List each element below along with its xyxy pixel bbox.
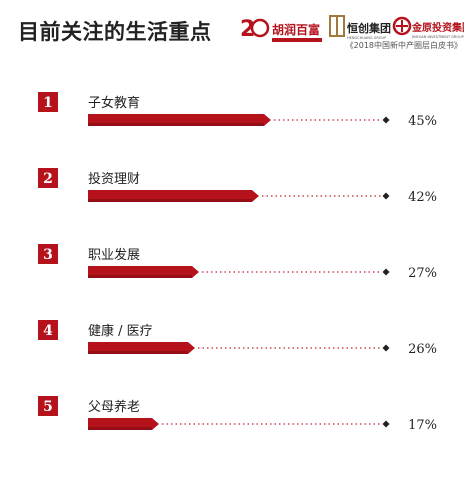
sponsor-note: 《2018中国新中产圈层白皮书》 (345, 41, 462, 50)
diamond-marker (382, 268, 390, 276)
jinyuan-logo-text: 金原投资集团 (411, 21, 464, 34)
category-label: 健康 / 医疗 (88, 323, 153, 339)
diamond-marker (382, 420, 390, 428)
rank-number: 2 (43, 171, 53, 187)
jinyuan-logo: 金原投资集团 JINYUAN INVESTMENT GROUP (392, 16, 464, 39)
bar-shadow (88, 199, 252, 202)
value-label: 42% (408, 190, 437, 205)
diamond-marker (382, 192, 390, 200)
jinyuan-logo-sub: JINYUAN INVESTMENT GROUP (411, 35, 464, 39)
rank-number: 5 (43, 399, 53, 415)
bar-shadow (88, 351, 188, 354)
diamond-marker (382, 116, 390, 124)
rank-number: 1 (43, 95, 53, 111)
bar-shadow (88, 427, 152, 430)
category-label: 职业发展 (88, 247, 140, 263)
rank-badge (38, 244, 58, 264)
hengchuang-logo-text: 恒创集团 (347, 21, 391, 35)
rank-badge (38, 168, 58, 188)
value-label: 17% (408, 418, 437, 433)
chart-title: 目前关注的生活重点 (18, 20, 212, 44)
value-label: 27% (408, 266, 437, 281)
category-label: 投资理财 (88, 171, 140, 187)
rank-badge (38, 320, 58, 340)
diamond-marker (382, 344, 390, 352)
sponsor-logos: 2 胡润百富 恒创集团 HENGCHUANG GROUP 金原投资集团 JINY… (240, 15, 464, 42)
value-label: 26% (408, 342, 437, 357)
value-label: 45% (408, 114, 437, 129)
bar-shadow (88, 275, 192, 278)
category-label: 父母养老 (88, 399, 140, 415)
hurun-logo-text: 胡润百富 (272, 22, 320, 37)
bar-shadow (88, 123, 264, 126)
hengchuang-logo: 恒创集团 HENGCHUANG GROUP (329, 15, 391, 40)
rank-number: 3 (43, 247, 53, 263)
rank-badge (38, 92, 58, 112)
rank-number: 4 (43, 323, 53, 339)
rank-badge (38, 396, 58, 416)
hengchuang-logo-sub: HENGCHUANG GROUP (347, 36, 386, 40)
hurun-20-logo: 2 胡润百富 (240, 17, 322, 42)
bar-chart: 1 子女教育 45% 2 投资理财 42% 3 职业发展 27% 4 健康 / 医疗 26% 5 父母养老… (38, 92, 437, 433)
svg-text:2: 2 (240, 17, 255, 42)
category-label: 子女教育 (88, 95, 140, 111)
